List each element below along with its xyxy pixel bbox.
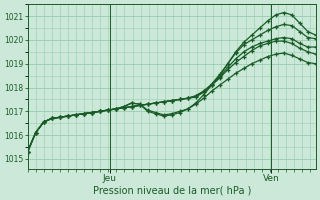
X-axis label: Pression niveau de la mer( hPa ): Pression niveau de la mer( hPa ) — [92, 186, 251, 196]
